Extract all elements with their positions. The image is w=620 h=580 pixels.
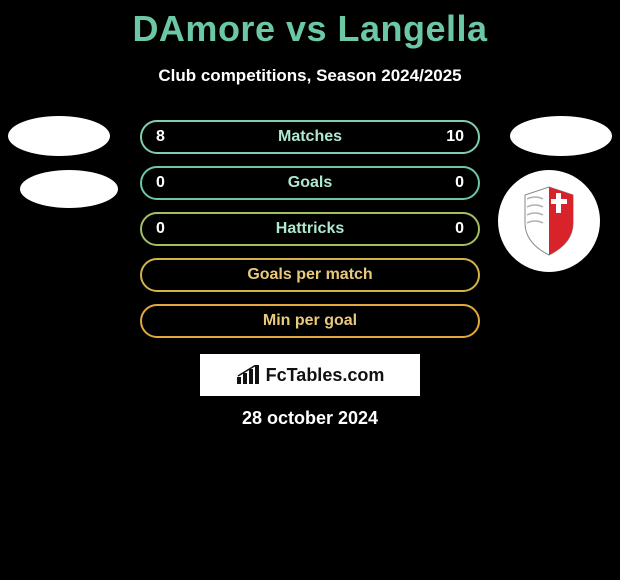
stat-label: Goals xyxy=(288,174,332,192)
stat-right-value: 0 xyxy=(440,220,464,238)
stat-label: Matches xyxy=(278,128,342,146)
player-left-avatar xyxy=(8,116,110,156)
stat-left-value: 8 xyxy=(156,128,180,146)
stat-label: Hattricks xyxy=(276,220,344,238)
bars-icon xyxy=(236,365,262,385)
stat-row-goals: 0 Goals 0 xyxy=(140,166,480,200)
stat-label: Min per goal xyxy=(263,312,357,330)
shield-icon xyxy=(521,185,577,257)
stat-row-goals-per-match: Goals per match xyxy=(140,258,480,292)
page-title: DAmore vs Langella xyxy=(0,0,620,50)
player-left-avatar-secondary xyxy=(20,170,118,208)
player-right-avatar xyxy=(510,116,612,156)
stat-label: Goals per match xyxy=(247,266,372,284)
stats-container: 8 Matches 10 0 Goals 0 0 Hattricks 0 Goa… xyxy=(140,120,480,350)
stat-left-value: 0 xyxy=(156,174,180,192)
stat-row-hattricks: 0 Hattricks 0 xyxy=(140,212,480,246)
watermark-text: FcTables.com xyxy=(266,365,385,386)
stat-right-value: 0 xyxy=(440,174,464,192)
watermark: FcTables.com xyxy=(200,354,420,396)
subtitle: Club competitions, Season 2024/2025 xyxy=(0,66,620,86)
stat-row-min-per-goal: Min per goal xyxy=(140,304,480,338)
club-badge-right xyxy=(498,170,600,272)
date-label: 28 october 2024 xyxy=(0,408,620,429)
stat-right-value: 10 xyxy=(440,128,464,146)
stat-left-value: 0 xyxy=(156,220,180,238)
stat-row-matches: 8 Matches 10 xyxy=(140,120,480,154)
